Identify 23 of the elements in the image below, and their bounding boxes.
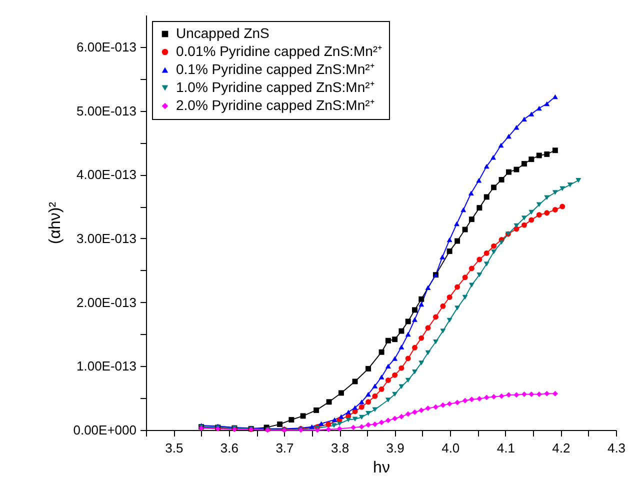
x-tick-label: 4.3	[607, 440, 626, 456]
x-tick-label: 4.1	[496, 440, 515, 456]
legend-label: 0.1% Pyridine capped ZnS:Mn²⁺	[176, 61, 375, 77]
x-axis-title: hν	[373, 460, 390, 476]
y-tick-label: 1.00E-013	[76, 358, 136, 374]
legend-label: 2.0% Pyridine capped ZnS:Mn²⁺	[176, 97, 375, 113]
legend-label: 1.0% Pyridine capped ZnS:Mn²⁺	[176, 79, 375, 95]
y-tick-label: 0.00E+000	[73, 422, 136, 438]
y-tick-label: 2.00E-013	[76, 294, 136, 310]
x-tick-label: 3.7	[276, 440, 294, 456]
legend-label: Uncapped ZnS	[176, 25, 270, 41]
x-tick-label: 4.2	[552, 440, 570, 456]
x-tick-label: 3.9	[386, 440, 404, 456]
y-tick-label: 3.00E-013	[76, 230, 136, 246]
x-tick-label: 3.8	[330, 440, 350, 456]
x-tick-label: 4.0	[442, 440, 460, 456]
x-tick-label: 3.6	[220, 440, 238, 456]
y-tick-label: 4.00E-013	[76, 167, 136, 182]
y-tick-label: 6.00E-013	[76, 39, 136, 54]
legend-label: 0.01% Pyridine capped ZnS:Mn²⁺	[176, 43, 383, 59]
x-tick-label: 3.5	[165, 440, 184, 456]
y-tick-label: 5.00E-013	[76, 103, 136, 118]
y-axis-title: (αhν)²	[47, 201, 64, 244]
